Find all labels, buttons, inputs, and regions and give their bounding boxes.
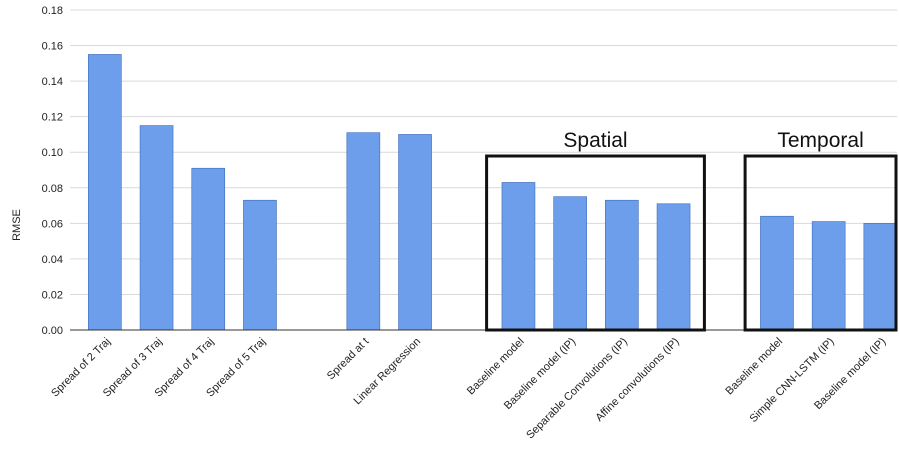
group-box	[485, 154, 706, 332]
y-tick-label: 0.04	[42, 254, 63, 266]
y-tick-label: 0.10	[42, 147, 63, 159]
y-tick-label: 0.16	[42, 41, 63, 53]
y-tick-label: 0.12	[42, 112, 63, 124]
bar	[191, 167, 226, 331]
y-axis-label: RMSE	[11, 209, 23, 241]
bar	[139, 125, 174, 331]
x-tick-label: Spread at t	[325, 336, 372, 383]
bar	[553, 196, 587, 331]
bar	[760, 215, 794, 331]
x-tick-label: Affine convolutions (IP)	[593, 336, 681, 424]
y-tick-label: 0.14	[42, 76, 63, 88]
group-box	[743, 154, 898, 332]
group-label: Spatial	[563, 129, 627, 152]
bar	[501, 182, 536, 331]
y-tick-label: 0.02	[42, 289, 63, 301]
x-tick-label: Separable Convolutions (IP)	[524, 336, 630, 442]
group-label: Temporal	[777, 129, 863, 152]
y-tick-label: 0.18	[42, 5, 63, 17]
y-tick-label: 0.08	[42, 183, 63, 195]
bar	[88, 54, 122, 331]
bar	[656, 203, 691, 331]
bar	[398, 134, 432, 331]
bar	[605, 199, 639, 331]
y-tick-label: 0.00	[42, 325, 63, 337]
bar	[346, 132, 381, 331]
bar	[243, 199, 277, 331]
y-tick-label: 0.06	[42, 218, 63, 230]
x-tick-label: Simple CNN-LSTM (IP)	[747, 336, 836, 425]
bar	[811, 221, 846, 331]
bar	[863, 223, 898, 331]
